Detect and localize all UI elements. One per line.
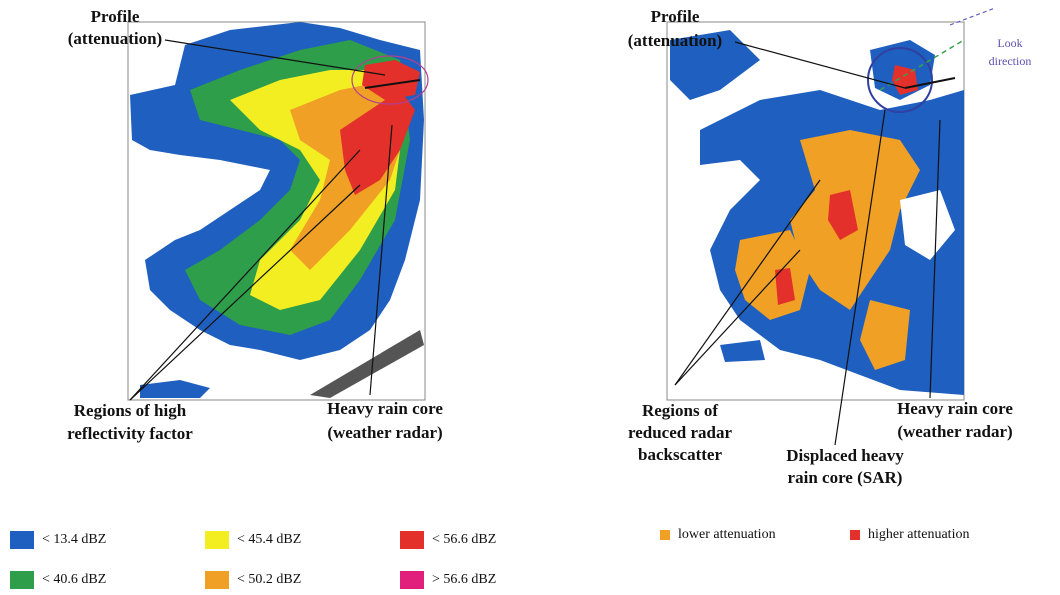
annotation: Regions of high xyxy=(74,401,187,420)
legend-swatch xyxy=(850,530,860,540)
annotation: Look xyxy=(997,36,1022,50)
annotation: (weather radar) xyxy=(327,423,442,442)
annotation: reduced radar xyxy=(628,423,732,442)
annotation: reflectivity factor xyxy=(67,424,193,443)
figure: Profile (attenuation) Regions of high re… xyxy=(0,0,1060,595)
legend-swatch xyxy=(10,531,34,549)
legend-label: higher attenuation xyxy=(868,527,969,542)
legend-swatch xyxy=(400,531,424,549)
annotation: (attenuation) xyxy=(628,31,722,50)
legend-label: < 40.6 dBZ xyxy=(42,572,106,587)
annotation: Heavy rain core xyxy=(327,399,443,418)
legends: < 13.4 dBZ < 40.6 dBZ < 45.4 dBZ < 50.2 dBZ… xyxy=(10,527,969,589)
annotation: Profile xyxy=(91,7,140,26)
annotation: rain core (SAR) xyxy=(788,468,903,487)
annotation: (weather radar) xyxy=(897,422,1012,441)
legend-label: > 56.6 dBZ xyxy=(432,572,496,587)
annotation: Heavy rain core xyxy=(897,399,1013,418)
legend-swatch xyxy=(400,571,424,589)
legend-swatch xyxy=(660,530,670,540)
annotation: Profile xyxy=(651,7,700,26)
legend-label: lower attenuation xyxy=(678,527,776,542)
legend-swatch xyxy=(205,571,229,589)
weather-radar-map xyxy=(128,22,428,400)
annotation: direction xyxy=(989,54,1032,68)
legend-label: < 50.2 dBZ xyxy=(237,572,301,587)
annotation: backscatter xyxy=(638,445,722,464)
legend-label: < 45.4 dBZ xyxy=(237,532,301,547)
legend-swatch xyxy=(205,531,229,549)
annotation: Regions of xyxy=(642,401,718,420)
legend-swatch xyxy=(10,571,34,589)
annotation: (attenuation) xyxy=(68,29,162,48)
legend-label: < 56.6 dBZ xyxy=(432,532,496,547)
legend-label: < 13.4 dBZ xyxy=(42,532,106,547)
annotation: Displaced heavy xyxy=(786,446,904,465)
